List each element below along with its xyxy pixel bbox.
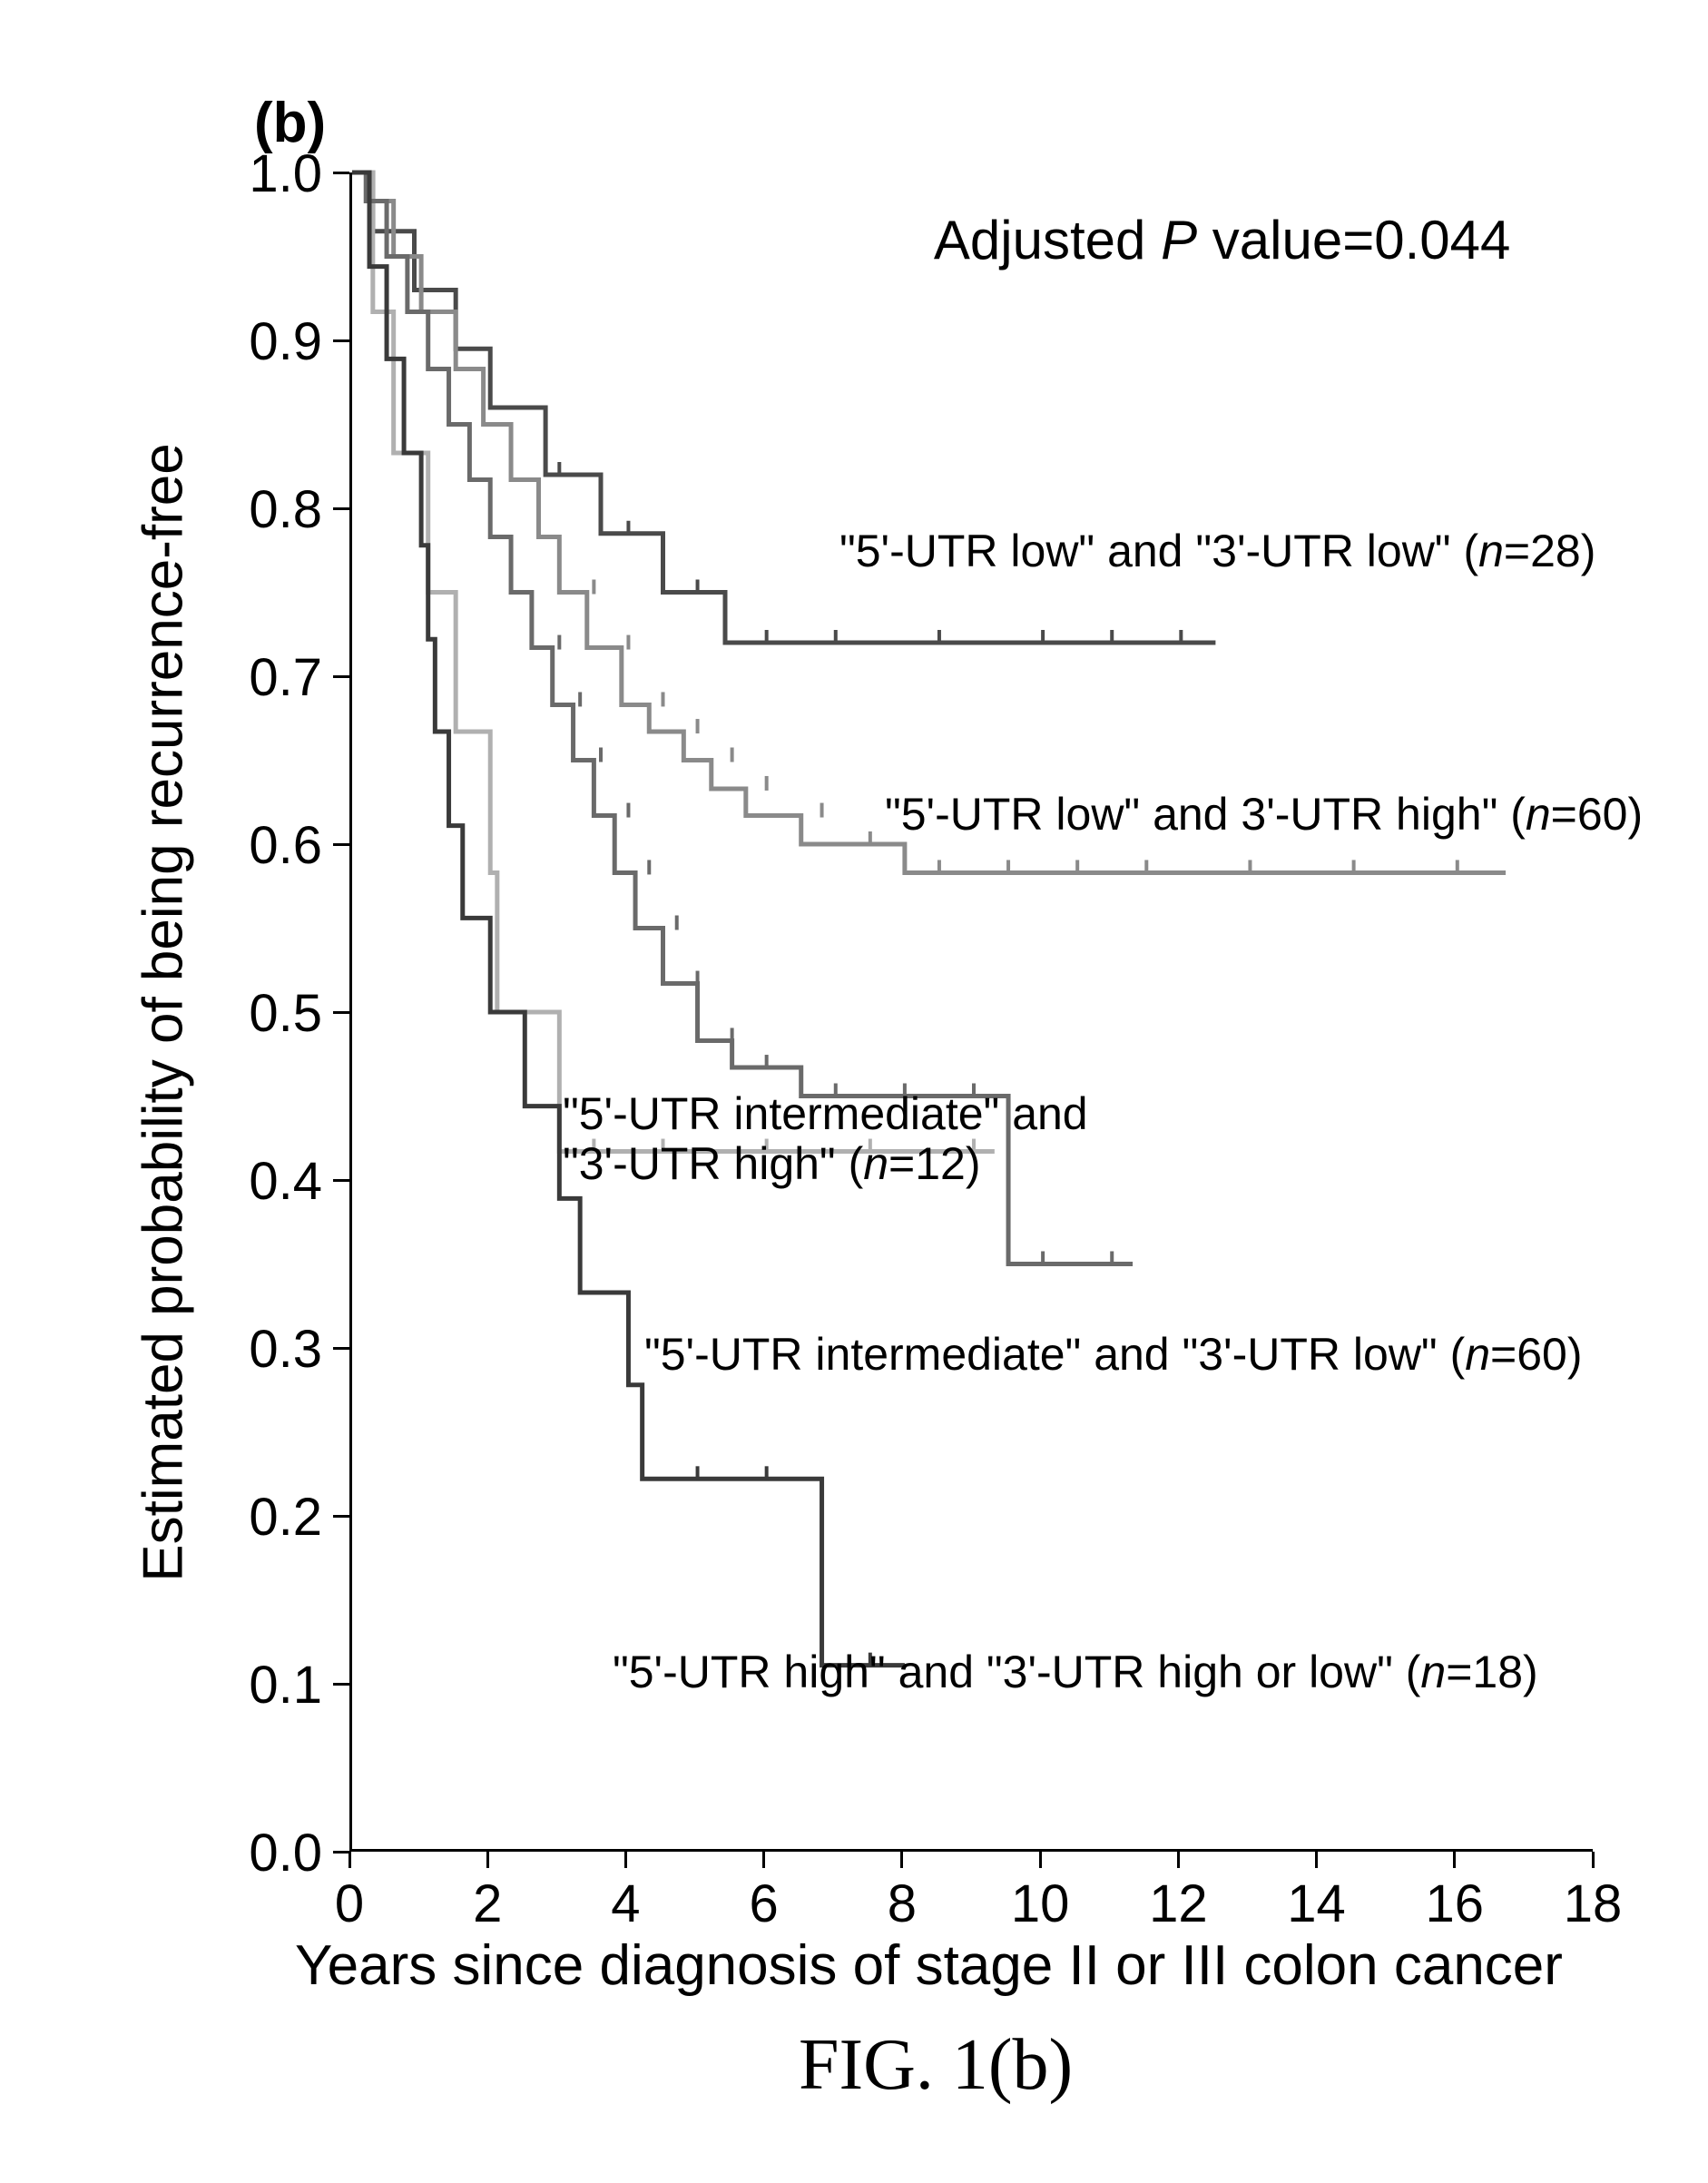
x-tick-label: 14 [1287,1873,1346,1934]
x-tick-mark [1592,1852,1595,1868]
x-tick-mark [900,1852,903,1868]
y-tick-mark [333,339,349,342]
survival-curve-s2 [352,172,1506,872]
y-tick-label: 0.2 [249,1487,322,1548]
y-axis-label: Estimated probability of being recurrenc… [132,378,196,1648]
x-tick-mark [1039,1852,1042,1868]
x-tick-mark [762,1852,765,1868]
y-tick-mark [333,1179,349,1182]
curve-label-s1: "5'-UTR low" and "3'-UTR low" (n=28) [839,526,1595,576]
y-tick-label: 0.1 [249,1655,322,1716]
y-tick-label: 0.5 [249,983,322,1044]
y-tick-label: 0.6 [249,815,322,876]
x-tick-label: 10 [1011,1873,1070,1934]
survival-curve-s5 [352,172,905,1666]
y-tick-mark [333,675,349,678]
y-tick-mark [333,1347,349,1350]
x-tick-mark [1315,1852,1318,1868]
y-tick-mark [333,1515,349,1518]
x-tick-mark [624,1852,627,1868]
y-tick-label: 0.8 [249,479,322,540]
curve-label-s3: "5'-UTR intermediate" and"3'-UTR high" (… [563,1089,1088,1189]
p-value-text: Adjusted P value=0.044 [934,209,1511,271]
y-tick-mark [333,1683,349,1686]
figure-root: (b) Estimated probability of being recur… [0,0,1708,2183]
y-tick-label: 0.3 [249,1319,322,1380]
y-tick-label: 0.4 [249,1151,322,1212]
plot-area [349,172,1593,1852]
x-tick-label: 8 [888,1873,917,1934]
curve-label-s4: "5'-UTR intermediate" and "3'-UTR low" (… [644,1330,1583,1380]
x-tick-label: 2 [473,1873,502,1934]
y-tick-label: 0.0 [249,1823,322,1883]
x-tick-mark [348,1852,351,1868]
curve-label-s5: "5'-UTR high" and "3'-UTR high or low" (… [613,1647,1538,1697]
y-tick-label: 0.7 [249,647,322,708]
x-tick-label: 6 [750,1873,779,1934]
x-tick-mark [1177,1852,1180,1868]
x-tick-mark [1453,1852,1456,1868]
x-tick-label: 16 [1426,1873,1485,1934]
x-tick-label: 12 [1149,1873,1208,1934]
x-axis-label: Years since diagnosis of stage II or III… [295,1933,1593,1998]
x-tick-label: 18 [1564,1873,1623,1934]
figure-caption: FIG. 1(b) [799,2024,1073,2107]
curve-label-s2: "5'-UTR low" and 3'-UTR high" (n=60) [885,790,1643,840]
y-tick-mark [333,1851,349,1854]
y-tick-mark [333,1011,349,1014]
survival-curve-s3 [352,172,995,1152]
y-tick-mark [333,172,349,174]
y-tick-label: 0.9 [249,311,322,372]
x-tick-label: 4 [611,1873,640,1934]
y-tick-mark [333,843,349,846]
x-tick-mark [486,1852,489,1868]
y-tick-label: 1.0 [249,143,322,204]
x-tick-label: 0 [335,1873,364,1934]
survival-curves-svg [352,172,1595,1852]
y-tick-mark [333,507,349,510]
